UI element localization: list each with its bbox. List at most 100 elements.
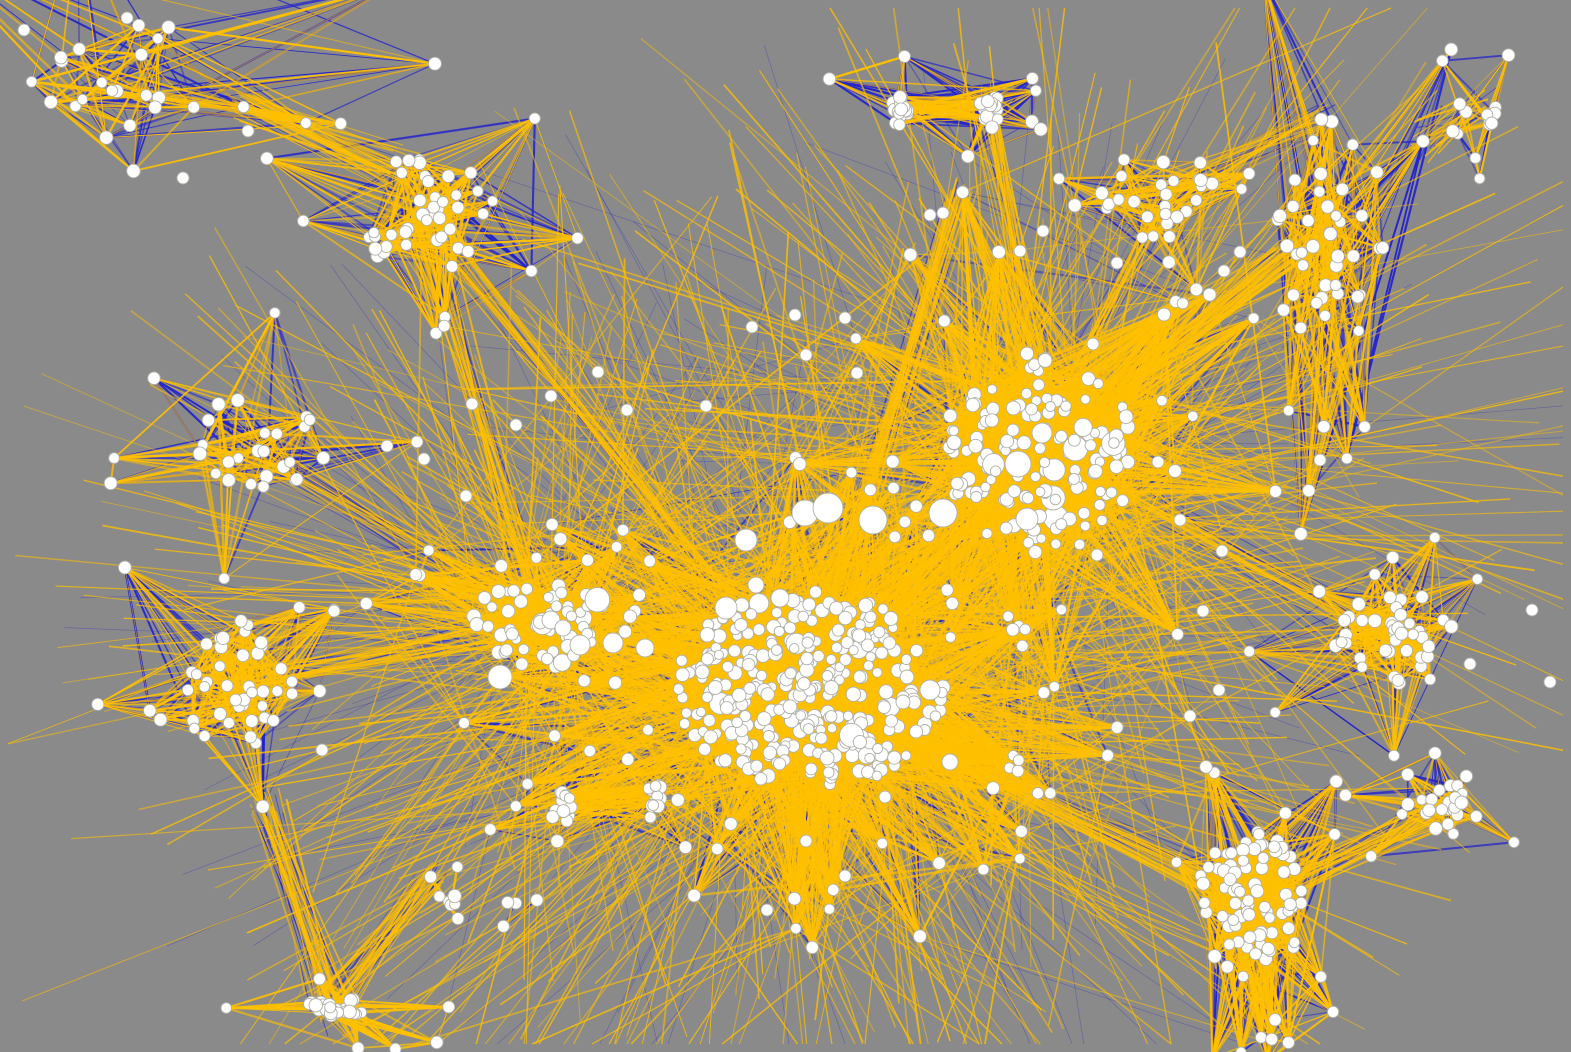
graph-node[interactable] <box>427 200 441 214</box>
graph-node[interactable] <box>695 706 707 718</box>
graph-node[interactable] <box>797 676 811 691</box>
graph-node[interactable] <box>784 667 797 680</box>
graph-node[interactable] <box>221 455 236 469</box>
graph-node[interactable] <box>826 723 838 734</box>
graph-node[interactable] <box>222 716 235 729</box>
graph-node[interactable] <box>1368 568 1381 581</box>
graph-node[interactable] <box>1036 533 1047 544</box>
graph-node[interactable] <box>1281 921 1296 935</box>
graph-node[interactable] <box>501 604 516 619</box>
graph-node[interactable] <box>491 584 506 599</box>
graph-node[interactable] <box>819 750 835 766</box>
graph-node[interactable] <box>788 308 802 322</box>
graph-node[interactable] <box>1080 394 1091 405</box>
graph-node[interactable] <box>838 869 852 883</box>
graph-node[interactable] <box>1094 186 1109 201</box>
graph-node[interactable] <box>710 842 724 856</box>
graph-node[interactable] <box>1243 645 1256 658</box>
graph-node[interactable] <box>829 601 844 616</box>
graph-node[interactable] <box>940 583 954 597</box>
graph-node[interactable] <box>571 231 584 245</box>
graph-node[interactable] <box>54 50 68 65</box>
graph-node[interactable] <box>858 505 888 535</box>
graph-node[interactable] <box>739 710 752 723</box>
graph-node[interactable] <box>1116 494 1129 507</box>
graph-node[interactable] <box>509 800 522 813</box>
graph-node[interactable] <box>469 617 485 632</box>
graph-node[interactable] <box>241 124 255 138</box>
graph-node[interactable] <box>1223 872 1237 886</box>
graph-node[interactable] <box>1202 287 1217 302</box>
graph-node[interactable] <box>731 687 747 703</box>
graph-node[interactable] <box>1416 134 1430 149</box>
graph-node[interactable] <box>1386 550 1400 565</box>
graph-node[interactable] <box>1295 246 1308 259</box>
graph-node[interactable] <box>1052 172 1066 185</box>
graph-node[interactable] <box>1399 644 1414 658</box>
graph-node[interactable] <box>788 643 800 654</box>
graph-node[interactable] <box>1217 264 1231 278</box>
graph-node[interactable] <box>1011 764 1025 778</box>
graph-node[interactable] <box>584 586 611 613</box>
graph-node[interactable] <box>181 683 195 697</box>
graph-node[interactable] <box>826 883 840 897</box>
graph-node[interactable] <box>385 228 398 241</box>
graph-node[interactable] <box>1265 926 1279 940</box>
graph-node[interactable] <box>577 674 591 688</box>
graph-node[interactable] <box>840 636 854 650</box>
graph-node[interactable] <box>324 1001 337 1014</box>
graph-node[interactable] <box>894 102 909 117</box>
graph-node[interactable] <box>530 551 543 564</box>
graph-node[interactable] <box>787 891 802 906</box>
graph-node[interactable] <box>554 619 572 637</box>
graph-node[interactable] <box>1330 210 1342 222</box>
graph-node[interactable] <box>153 712 168 727</box>
graph-node[interactable] <box>1264 912 1276 924</box>
graph-node[interactable] <box>815 732 828 745</box>
graph-node[interactable] <box>1115 170 1128 183</box>
graph-node[interactable] <box>1112 193 1125 206</box>
graph-node[interactable] <box>1355 209 1369 223</box>
graph-node[interactable] <box>501 895 515 910</box>
graph-node[interactable] <box>91 697 105 711</box>
graph-node[interactable] <box>1378 643 1393 658</box>
graph-node[interactable] <box>507 584 521 598</box>
graph-node[interactable] <box>591 365 605 379</box>
graph-node[interactable] <box>909 724 924 739</box>
graph-node[interactable] <box>274 662 288 676</box>
graph-node[interactable] <box>543 591 554 603</box>
graph-node[interactable] <box>984 413 999 428</box>
graph-node[interactable] <box>1252 828 1266 841</box>
graph-node[interactable] <box>459 489 473 503</box>
graph-node[interactable] <box>395 166 408 179</box>
graph-node[interactable] <box>257 444 271 458</box>
graph-node[interactable] <box>1225 846 1238 860</box>
graph-node[interactable] <box>1415 590 1429 604</box>
graph-node[interactable] <box>117 560 132 575</box>
graph-node[interactable] <box>680 707 692 719</box>
graph-node[interactable] <box>1242 167 1256 180</box>
graph-node[interactable] <box>1445 124 1460 139</box>
graph-node[interactable] <box>410 435 424 449</box>
graph-node[interactable] <box>464 166 478 180</box>
graph-node[interactable] <box>1006 423 1020 437</box>
graph-node[interactable] <box>792 457 807 472</box>
graph-node[interactable] <box>140 89 153 102</box>
graph-node[interactable] <box>741 657 756 672</box>
graph-node[interactable] <box>721 660 734 673</box>
graph-node[interactable] <box>1196 604 1210 618</box>
graph-node[interactable] <box>1032 378 1045 392</box>
graph-node[interactable] <box>699 627 715 643</box>
graph-node[interactable] <box>201 413 216 427</box>
graph-node[interactable] <box>1335 636 1348 649</box>
graph-node[interactable] <box>1015 507 1039 531</box>
graph-node[interactable] <box>285 687 299 700</box>
graph-node[interactable] <box>433 890 446 903</box>
graph-node[interactable] <box>190 668 203 681</box>
graph-node[interactable] <box>1141 210 1154 224</box>
graph-node[interactable] <box>1036 224 1050 238</box>
graph-node[interactable] <box>312 684 327 698</box>
graph-node[interactable] <box>790 922 802 935</box>
graph-node[interactable] <box>72 42 86 56</box>
graph-node[interactable] <box>1485 116 1499 130</box>
